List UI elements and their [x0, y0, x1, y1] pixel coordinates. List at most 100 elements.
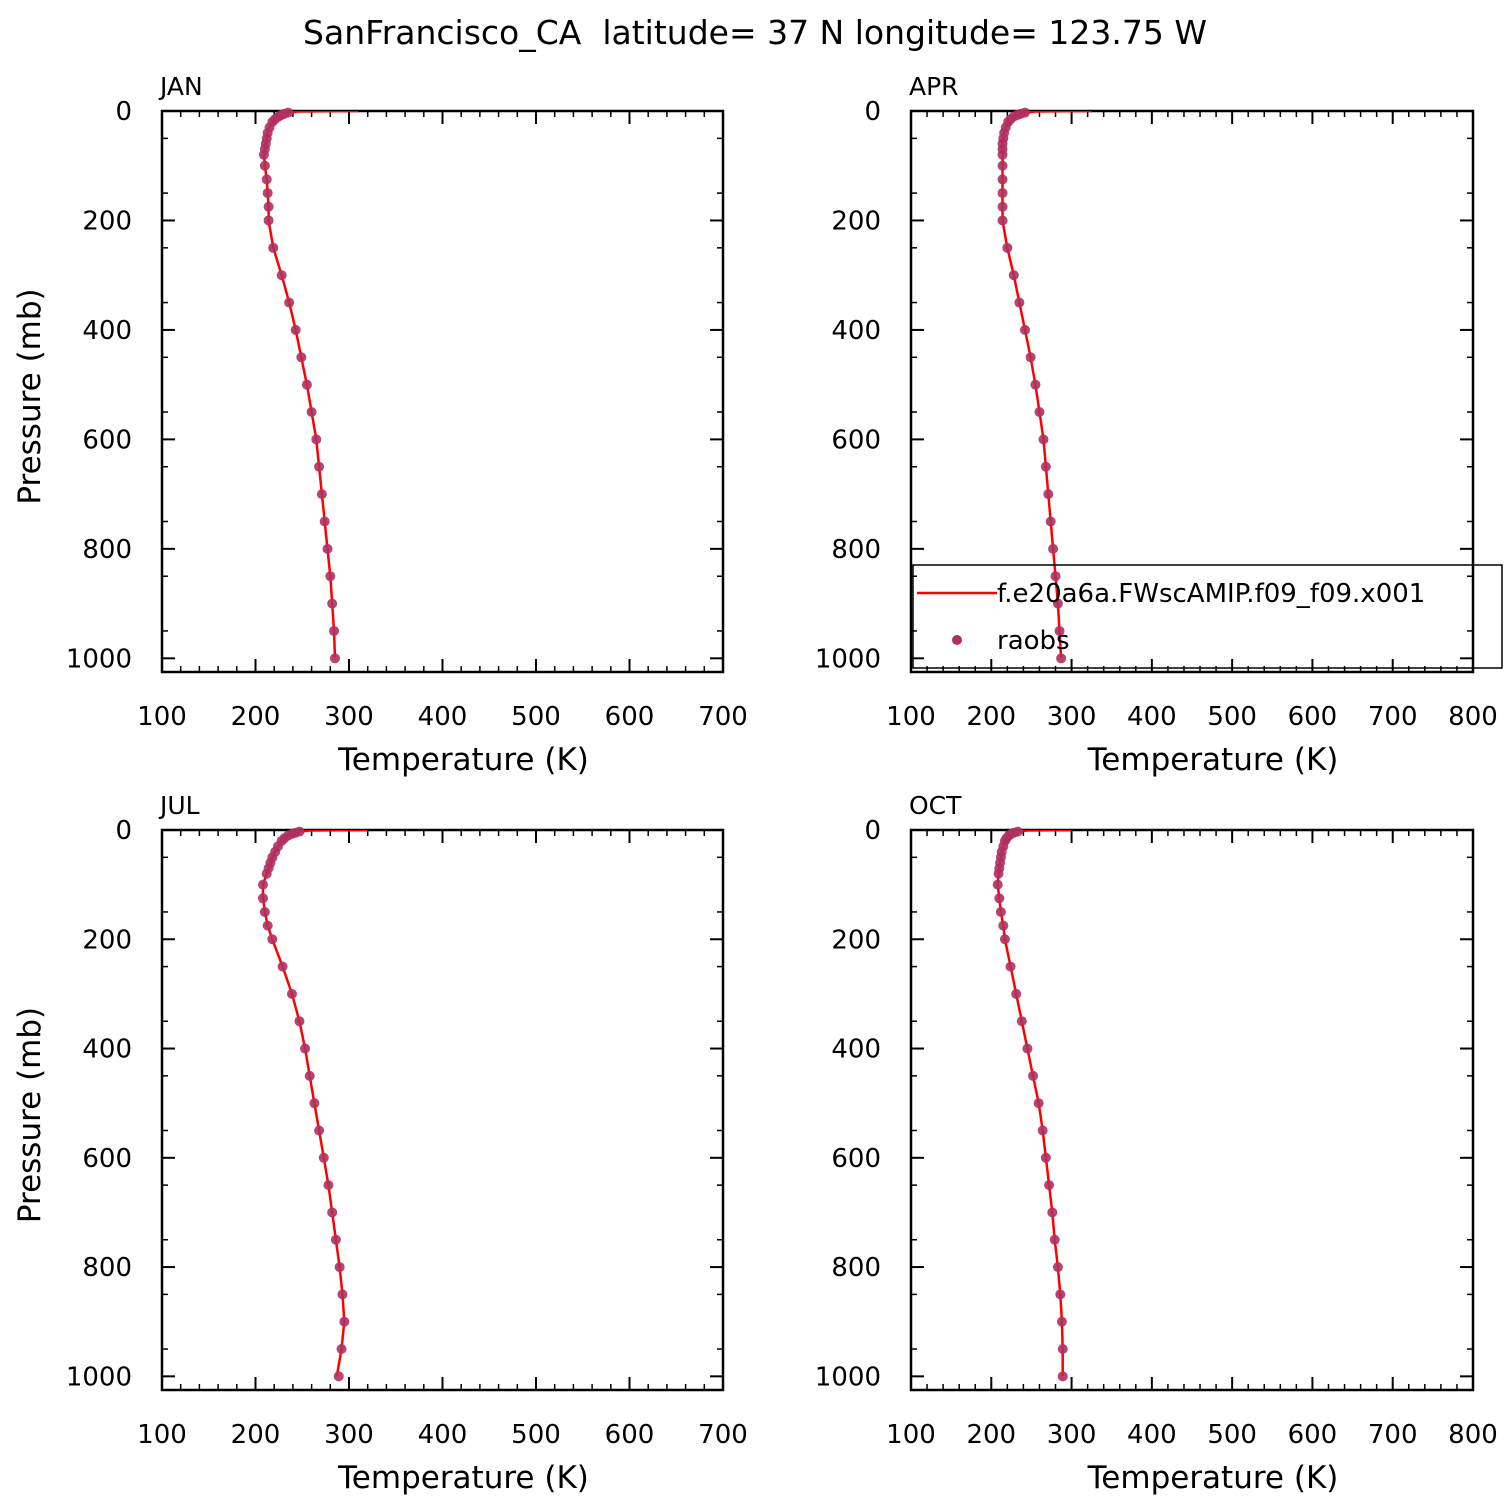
raobs-point: [262, 188, 273, 199]
x-tick-label: 600: [1288, 702, 1338, 732]
figure-title: SanFrancisco_CA latitude= 37 N longitude…: [303, 13, 1207, 52]
panel-label: OCT: [909, 791, 962, 820]
raobs-point: [258, 149, 269, 160]
x-axis-label: Temperature (K): [1087, 742, 1339, 778]
raobs-point: [1002, 242, 1013, 253]
y-tick-label: 0: [115, 816, 132, 846]
raobs-point: [1025, 352, 1036, 363]
raobs-point: [262, 920, 273, 931]
y-tick-label: 400: [831, 316, 881, 346]
x-tick-label: 600: [1288, 1420, 1338, 1450]
y-tick-label: 600: [82, 1144, 132, 1174]
raobs-point: [323, 1180, 334, 1191]
raobs-point: [1033, 1098, 1044, 1109]
x-tick-label: 600: [605, 1420, 655, 1450]
x-tick-label: 400: [418, 1420, 468, 1450]
raobs-point: [994, 893, 1005, 904]
raobs-point: [336, 1344, 347, 1355]
raobs-point: [1005, 961, 1016, 972]
raobs-point: [314, 461, 325, 472]
raobs-point: [286, 988, 297, 999]
raobs-point: [257, 893, 268, 904]
x-tick-label: 400: [1127, 702, 1177, 732]
x-axis-label: Temperature (K): [337, 742, 589, 778]
x-tick-label: 700: [698, 702, 748, 732]
y-tick-label: 600: [831, 425, 881, 455]
x-tick-label: 500: [1207, 1420, 1257, 1450]
raobs-point: [1054, 625, 1065, 636]
x-tick-label: 200: [231, 702, 281, 732]
x-tick-label: 200: [231, 1420, 281, 1450]
raobs-point: [306, 407, 317, 418]
y-tick-label: 0: [864, 97, 881, 127]
raobs-point: [992, 879, 1003, 890]
raobs-point: [334, 1262, 345, 1273]
raobs-point: [1050, 571, 1061, 582]
x-axis-label: Temperature (K): [1087, 1460, 1339, 1496]
raobs-point: [319, 516, 330, 527]
raobs-point: [327, 598, 338, 609]
x-tick-label: 300: [324, 1420, 374, 1450]
x-tick-label: 100: [137, 1420, 187, 1450]
raobs-point: [997, 174, 1008, 185]
y-tick-label: 200: [82, 206, 132, 236]
raobs-point: [997, 160, 1008, 171]
y-tick-label: 600: [831, 1144, 881, 1174]
y-tick-label: 1000: [815, 1362, 881, 1392]
y-tick-label: 800: [82, 1253, 132, 1283]
raobs-point: [1022, 1043, 1033, 1054]
raobs-point: [261, 174, 272, 185]
y-tick-label: 0: [864, 816, 881, 846]
raobs-point: [296, 352, 307, 363]
y-tick-label: 400: [82, 316, 132, 346]
raobs-point: [276, 270, 287, 281]
panel-label: APR: [909, 72, 959, 101]
raobs-point: [1049, 1234, 1060, 1245]
raobs-point: [1037, 1125, 1048, 1136]
x-tick-label: 600: [605, 702, 655, 732]
x-tick-label: 200: [966, 1420, 1016, 1450]
raobs-point: [1020, 324, 1031, 335]
raobs-point: [1055, 1289, 1066, 1300]
x-tick-label: 700: [1368, 702, 1418, 732]
raobs-point: [261, 868, 272, 879]
raobs-point: [309, 1098, 320, 1109]
x-tick-label: 800: [1448, 702, 1498, 732]
raobs-point: [314, 1125, 325, 1136]
raobs-point: [1052, 1262, 1063, 1273]
raobs-point: [1047, 1207, 1058, 1218]
x-tick-label: 200: [966, 702, 1016, 732]
legend-label-model: f.e20a6a.FWscAMIP.f09_f09.x001: [997, 579, 1425, 609]
raobs-point: [1056, 653, 1067, 664]
panel-jul: 100 200 300 400 500 600 700 0 200 400 600 800 1000 Te…: [12, 791, 748, 1496]
raobs-point: [325, 571, 336, 582]
raobs-point: [327, 1207, 338, 1218]
x-tick-label: 500: [511, 702, 561, 732]
raobs-point: [998, 920, 1009, 931]
raobs-point: [329, 625, 340, 636]
raobs-point: [318, 1152, 329, 1163]
y-tick-label: 800: [831, 1253, 881, 1283]
raobs-point: [997, 188, 1008, 199]
raobs-point: [1057, 1344, 1068, 1355]
x-tick-label: 100: [137, 702, 187, 732]
raobs-point: [997, 215, 1008, 226]
y-tick-label: 1000: [66, 1362, 132, 1392]
raobs-point: [316, 489, 327, 500]
x-tick-label: 400: [1127, 1420, 1177, 1450]
raobs-point: [1016, 1016, 1027, 1027]
y-tick-label: 200: [82, 925, 132, 955]
y-tick-label: 1000: [815, 644, 881, 674]
raobs-point: [1040, 1152, 1051, 1163]
x-tick-label: 700: [698, 1420, 748, 1450]
raobs-point: [1011, 988, 1022, 999]
y-tick-label: 1000: [66, 644, 132, 674]
raobs-point: [1038, 434, 1049, 445]
raobs-point: [311, 434, 322, 445]
raobs-point: [259, 906, 270, 917]
plot-frame: [909, 109, 1475, 674]
raobs-point: [1043, 489, 1054, 500]
raobs-point: [1034, 407, 1045, 418]
